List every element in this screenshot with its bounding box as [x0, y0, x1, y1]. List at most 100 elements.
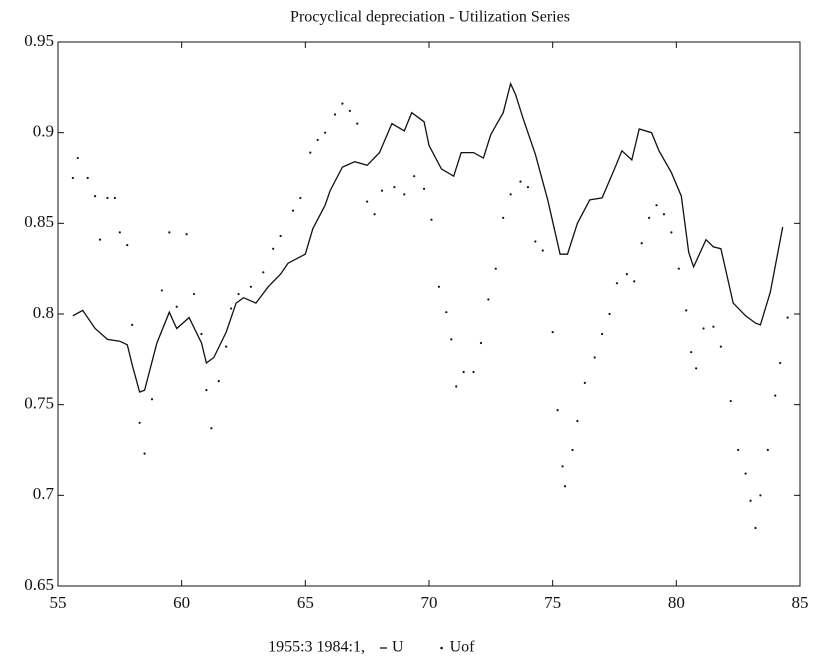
data-point [737, 448, 740, 452]
data-point [462, 370, 465, 374]
data-point [98, 238, 102, 241]
data-point [625, 273, 628, 276]
data-point [633, 280, 636, 283]
y-tick-label: 0.95 [24, 31, 54, 50]
data-point [403, 193, 406, 196]
y-tick-label: 0.65 [24, 575, 54, 594]
data-point [670, 231, 673, 234]
data-point [571, 448, 574, 452]
data-point [422, 187, 426, 190]
data-point [94, 195, 97, 198]
data-point [230, 307, 233, 310]
legend-label: Uof [450, 639, 476, 656]
data-point [690, 350, 693, 354]
plot-frame [57, 41, 801, 587]
data-point [640, 242, 643, 245]
data-point [561, 465, 564, 468]
x-tick-label: 85 [792, 593, 809, 612]
data-point [86, 176, 89, 180]
data-point [200, 332, 203, 336]
data-point [450, 338, 453, 341]
data-point [455, 385, 458, 388]
data-point [702, 327, 705, 330]
data-point [185, 233, 188, 236]
data-point [272, 247, 275, 250]
data-line [72, 81, 784, 393]
data-point [766, 448, 769, 452]
data-point [494, 267, 497, 270]
data-point [759, 494, 762, 497]
data-point [192, 292, 196, 296]
data-point [356, 122, 359, 125]
y-tick-label: 0.8 [33, 303, 54, 322]
x-tick-label: 55 [50, 593, 67, 612]
data-point [563, 485, 567, 488]
data-point [519, 180, 522, 183]
data-point [502, 216, 505, 219]
y-tick-label: 0.9 [33, 122, 54, 141]
data-point [279, 234, 282, 238]
data-point [380, 189, 384, 192]
data-point [655, 204, 658, 207]
data-point [556, 409, 559, 412]
data-point [341, 102, 344, 105]
data-point [608, 312, 611, 316]
data-point [309, 151, 312, 154]
data-point [113, 196, 116, 200]
data-point [601, 332, 604, 336]
data-point [754, 526, 757, 530]
data-point [786, 316, 789, 319]
data-point [774, 394, 777, 397]
data-point [779, 361, 782, 365]
data-point [526, 185, 530, 189]
data-point [366, 200, 369, 203]
data-point [487, 298, 490, 301]
data-point [160, 289, 163, 292]
x-tick-label: 70 [421, 593, 438, 612]
data-point [249, 285, 253, 288]
y-tick-label: 0.7 [33, 484, 55, 503]
x-tick-label: 80 [668, 593, 685, 612]
data-point [685, 309, 688, 312]
period-label: 1955:3 1984:1, [268, 639, 365, 656]
data-point [583, 381, 586, 385]
data-point [237, 292, 240, 296]
chart-title: Procyclical depreciation - Utilization S… [290, 9, 570, 26]
y-tick-label: 0.85 [24, 212, 54, 231]
data-point [677, 267, 680, 270]
data-point [744, 472, 747, 475]
data-point [138, 421, 141, 424]
data-point [472, 370, 475, 374]
data-point [106, 196, 109, 200]
data-point [445, 311, 448, 314]
data-point [225, 345, 228, 348]
data-point [210, 427, 213, 430]
data-point [150, 398, 154, 401]
data-point [413, 175, 416, 178]
data-point [393, 185, 396, 189]
data-point [205, 389, 208, 392]
x-tick-label: 60 [173, 593, 190, 612]
data-point [551, 331, 554, 334]
data-point [437, 285, 440, 288]
x-tick-label: 75 [544, 593, 561, 612]
data-point [71, 176, 74, 180]
data-point [76, 156, 79, 160]
data-point [662, 213, 666, 216]
data-point [719, 345, 722, 348]
data-point [143, 452, 146, 455]
data-point [126, 243, 129, 247]
data-point [712, 325, 715, 328]
data-point [348, 109, 351, 113]
data-point [324, 131, 327, 134]
data-point [299, 196, 302, 200]
data-point [262, 271, 265, 274]
x-tick-label: 65 [297, 593, 314, 612]
data-point [373, 213, 376, 216]
data-point [534, 240, 537, 243]
data-point [648, 216, 651, 219]
data-point [541, 249, 544, 252]
data-point [729, 399, 732, 403]
data-point [430, 218, 433, 221]
